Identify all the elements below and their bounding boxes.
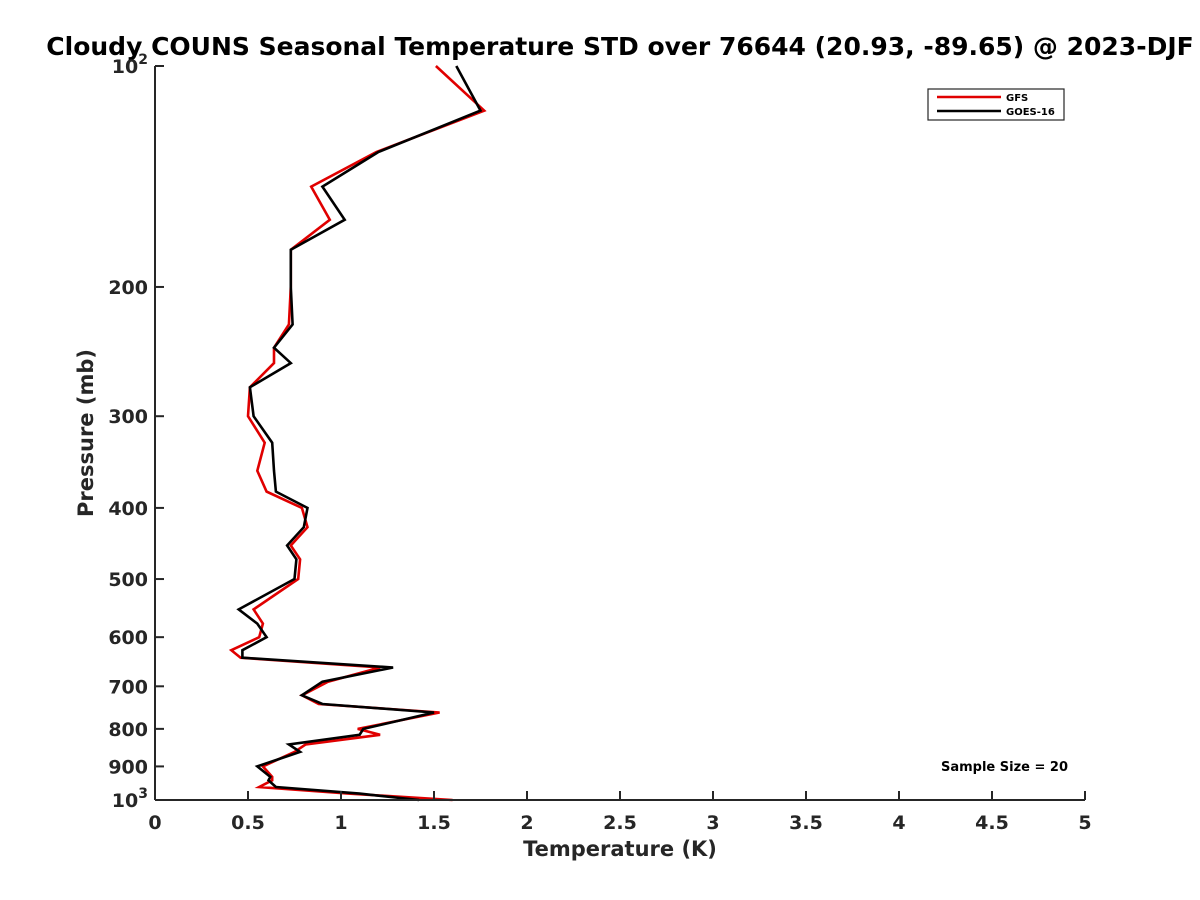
- x-tick-label: 3: [706, 812, 719, 834]
- x-tick-label: 3.5: [789, 812, 823, 834]
- x-tick-label: 4: [892, 812, 905, 834]
- sample-size-annotation: Sample Size = 20: [941, 760, 1068, 775]
- x-tick-label: 0: [148, 812, 161, 834]
- plot-series: [228, 65, 487, 802]
- x-axis-label: Temperature (K): [523, 837, 717, 861]
- y-tick-label: 300: [108, 406, 148, 428]
- x-tick-label: 2.5: [603, 812, 637, 834]
- y-tick-label: 200: [108, 277, 148, 299]
- x-tick-label: 1: [334, 812, 347, 834]
- y-tick-label: 400: [108, 498, 148, 520]
- legend-label-goes16: GOES-16: [1006, 107, 1055, 118]
- x-tick-label: 0.5: [231, 812, 265, 834]
- y-tick-label: 102: [112, 52, 148, 78]
- y-tick-label: 103: [112, 786, 148, 812]
- x-tick-label: 1.5: [417, 812, 451, 834]
- y-axis-ticks: 102 200 300 400 500 600 700 800 900 103: [108, 52, 164, 812]
- legend-box: [927, 88, 1065, 121]
- series-line-gfs: [228, 65, 487, 802]
- x-tick-label: 5: [1078, 812, 1091, 834]
- y-tick-label: 500: [108, 569, 148, 591]
- y-tick-label: 800: [108, 719, 148, 741]
- y-tick-label: 700: [108, 676, 148, 698]
- y-axis-label: Pressure (mb): [74, 349, 98, 517]
- legend: GFS GOES-16: [927, 88, 1065, 121]
- x-tick-label: 4.5: [975, 812, 1009, 834]
- legend-label-gfs: GFS: [1006, 93, 1028, 104]
- chart-title: Cloudy COUNS Seasonal Temperature STD ov…: [46, 32, 1193, 61]
- series-line-goes16: [236, 65, 483, 802]
- y-tick-label: 600: [108, 627, 148, 649]
- x-axis-ticks: 0 0.5 1 1.5 2 2.5 3 3.5 4 4.5 5: [148, 791, 1092, 834]
- y-tick-label: 900: [108, 756, 148, 778]
- x-tick-label: 2: [520, 812, 533, 834]
